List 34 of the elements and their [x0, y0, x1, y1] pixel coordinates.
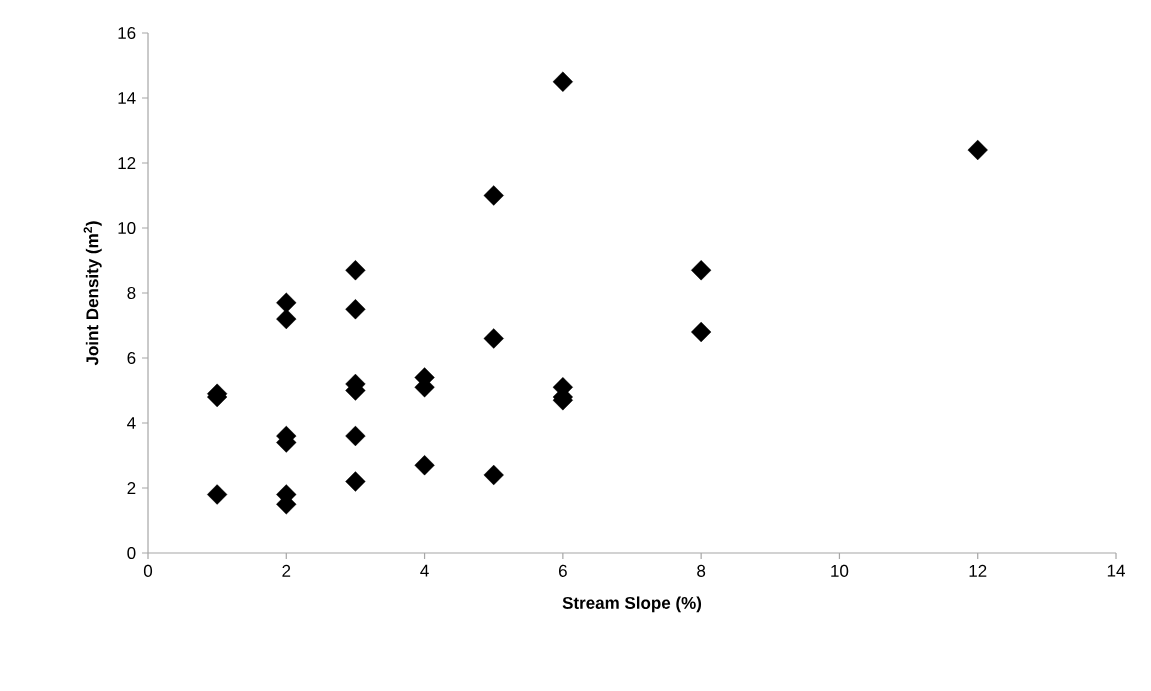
- y-tick-label: 2: [127, 482, 136, 494]
- y-tick-label: 12: [118, 157, 136, 169]
- x-tick-label: 0: [143, 564, 153, 577]
- point: [483, 464, 504, 486]
- y-tick-label: 14: [118, 92, 136, 104]
- point: [691, 260, 712, 281]
- x-tick-label: 4: [420, 564, 429, 577]
- y-tick-label: 8: [127, 286, 136, 300]
- y-tick-label: 10: [118, 221, 136, 235]
- point: [552, 71, 573, 92]
- x-tick-label: 6: [559, 564, 567, 577]
- point: [276, 292, 297, 313]
- x-tick-label: 2: [282, 564, 291, 577]
- y-tick-label: 0: [127, 546, 136, 560]
- point: [345, 471, 366, 492]
- x-tick-label: 14: [1107, 564, 1125, 577]
- point: [345, 260, 366, 281]
- point: [483, 185, 504, 206]
- x-tick-label: 12: [969, 564, 987, 577]
- point: [967, 139, 988, 161]
- y-tick-label: 16: [118, 26, 136, 40]
- x-tick-label: 10: [831, 564, 849, 577]
- y-axis-title: Joint Density (m$^{2}$): [83, 221, 102, 366]
- y-tick-label: 4: [127, 417, 136, 429]
- point: [207, 484, 228, 505]
- y-tick-label: 6: [127, 351, 136, 365]
- point: [345, 425, 366, 447]
- point: [276, 308, 297, 330]
- x-tick-label: 8: [697, 564, 706, 577]
- point: [483, 328, 504, 349]
- x-axis-title: Stream Slope (%): [562, 596, 702, 613]
- point: [691, 321, 712, 343]
- point: [414, 455, 435, 476]
- point: [345, 299, 366, 320]
